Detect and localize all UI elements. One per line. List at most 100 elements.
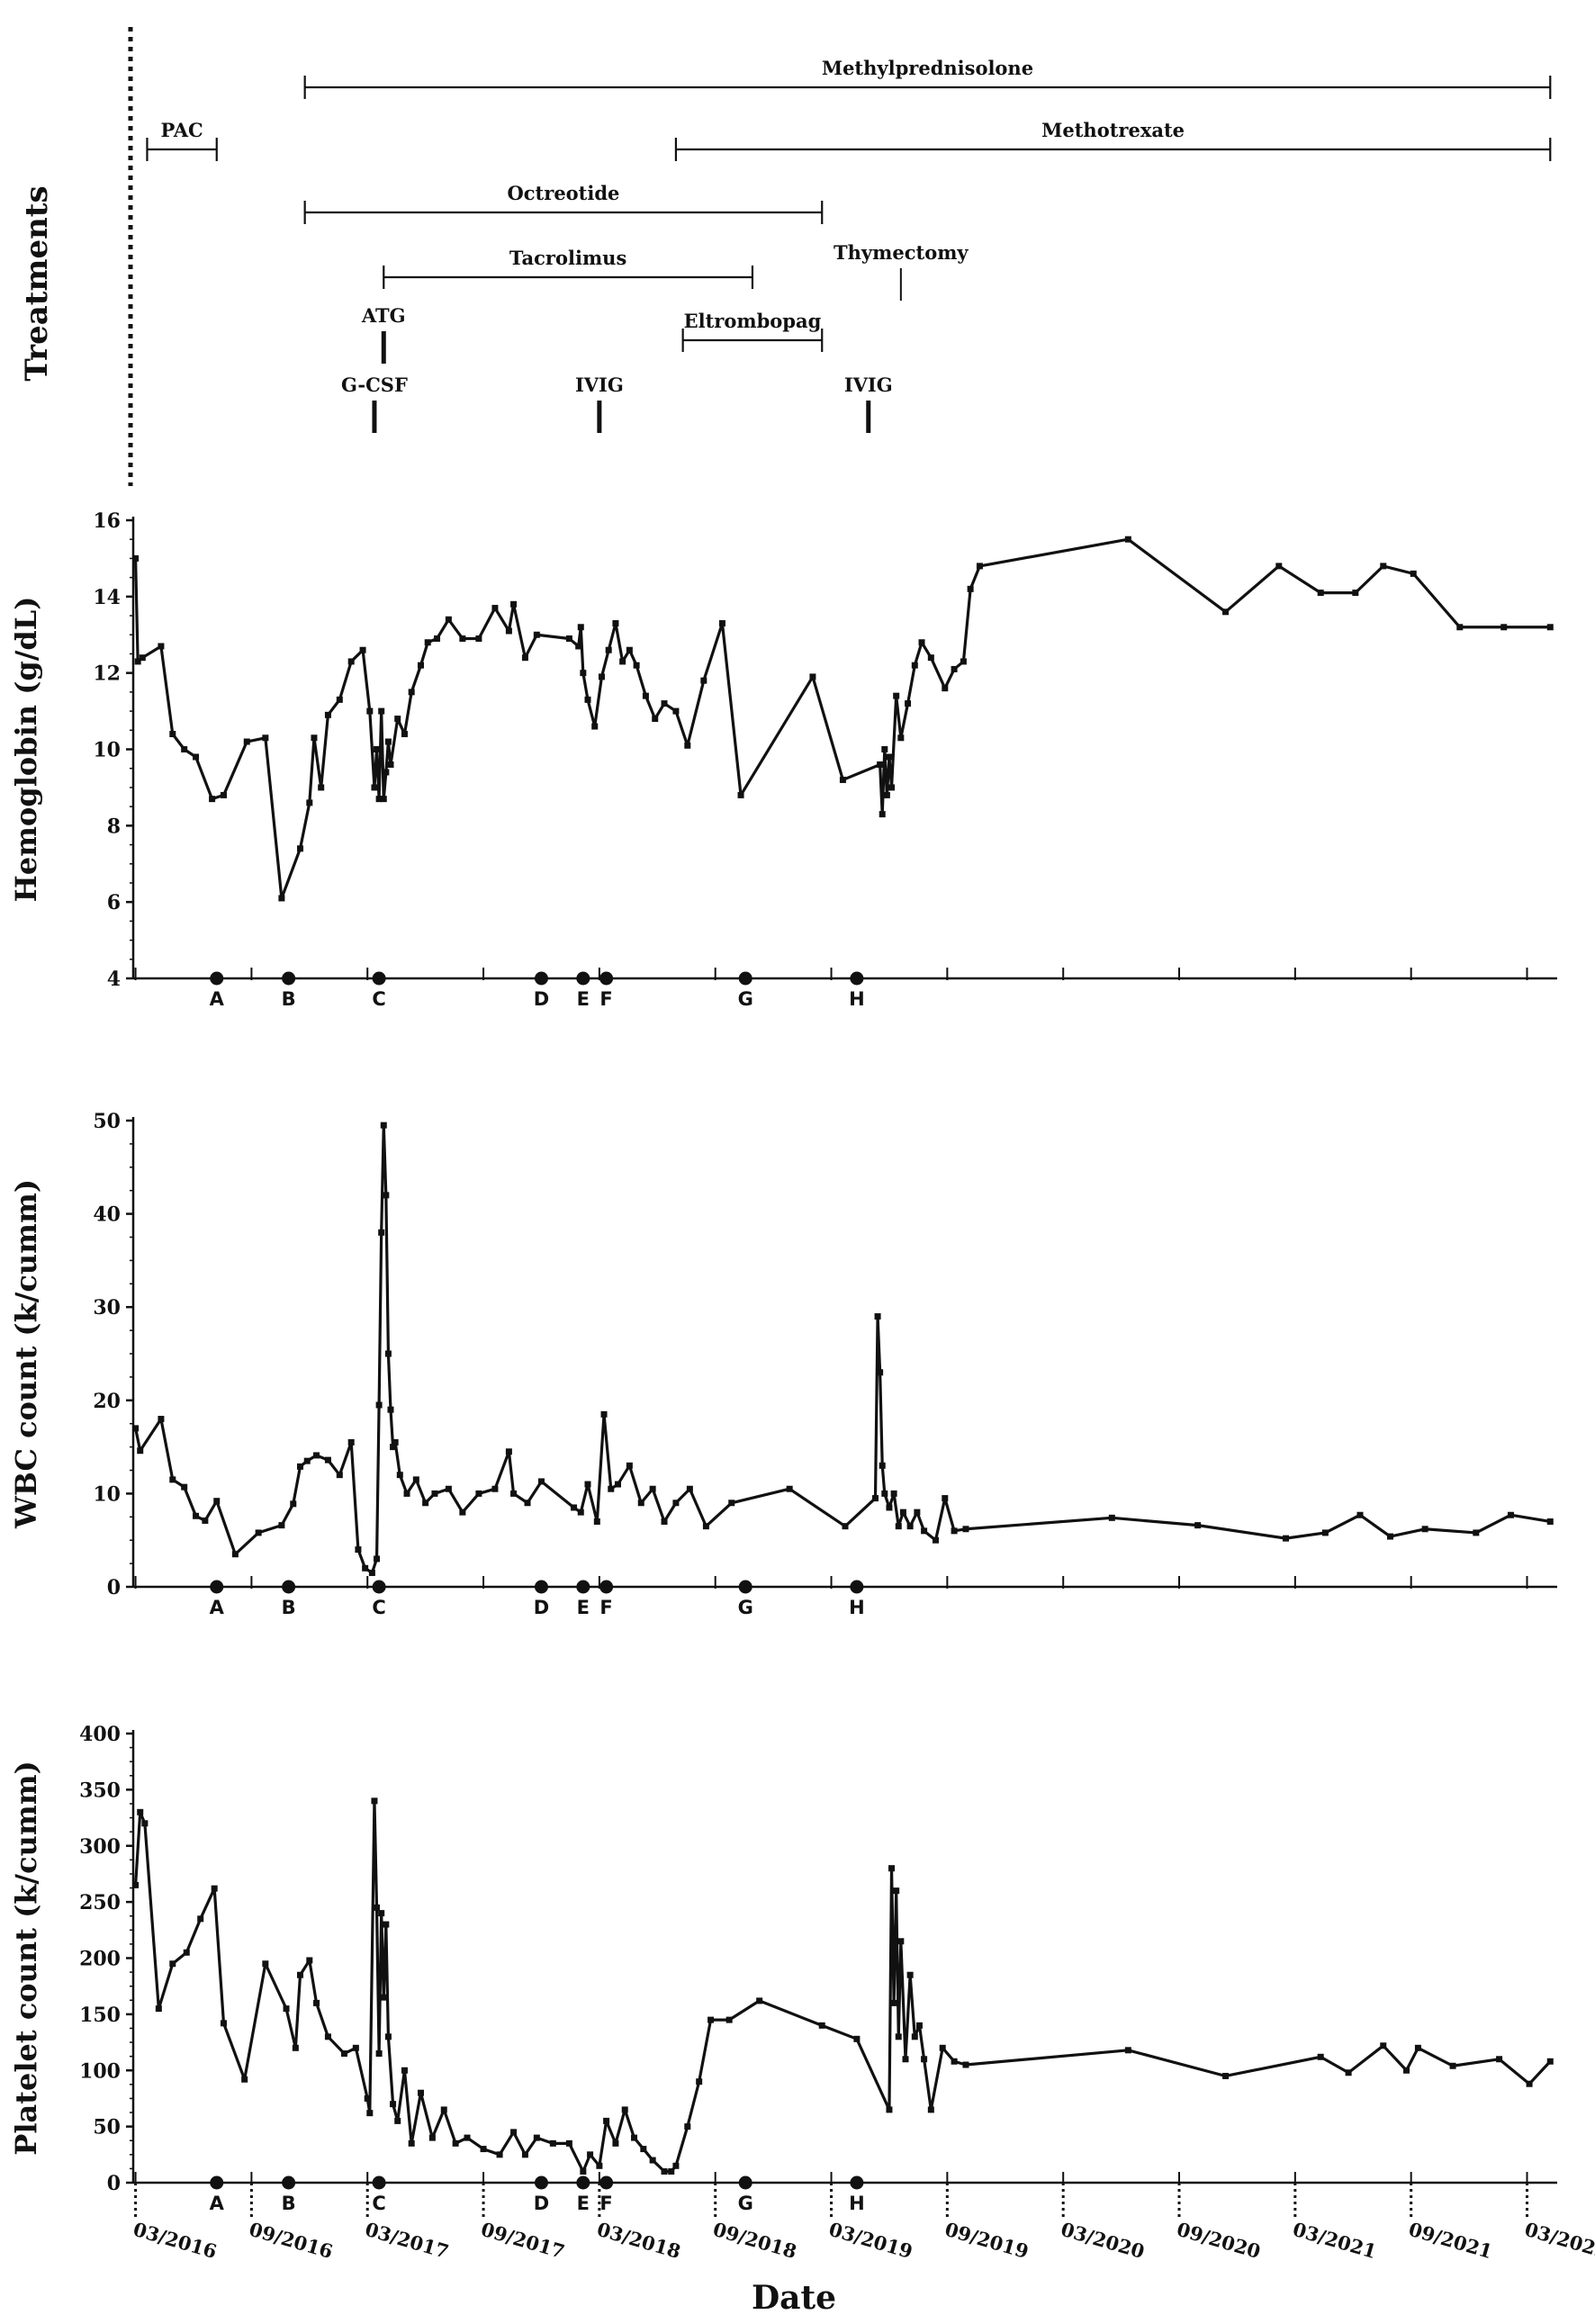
- data-point: [505, 1448, 512, 1455]
- data-point: [169, 1476, 176, 1483]
- data-point: [318, 784, 325, 791]
- date-tick-label: 03/2018: [595, 2218, 684, 2263]
- y-tick-label: 12: [93, 662, 121, 686]
- data-point: [475, 635, 482, 642]
- data-point: [422, 1500, 429, 1507]
- y-axis-title: WBC count (k/cumm): [9, 1179, 43, 1529]
- data-point: [626, 646, 633, 653]
- event-marker: [576, 2175, 590, 2190]
- data-point: [1222, 608, 1230, 616]
- data-point: [366, 707, 374, 715]
- data-point: [549, 2139, 556, 2147]
- data-point: [134, 658, 141, 665]
- data-point: [193, 1512, 200, 1519]
- data-point: [390, 2101, 397, 2108]
- data-point: [921, 1527, 928, 1535]
- data-point: [1352, 590, 1359, 597]
- treatments-panel: Treatments Methylprednisolone PAC Methotre…: [19, 27, 1552, 486]
- data-point: [209, 796, 216, 803]
- data-point: [593, 1518, 600, 1525]
- data-point: [640, 2146, 647, 2153]
- data-point: [262, 734, 269, 742]
- data-point: [1403, 2067, 1410, 2074]
- data-point: [283, 2005, 290, 2013]
- data-point: [897, 1938, 905, 1945]
- data-point: [633, 662, 640, 669]
- date-tick-label: 03/2016: [131, 2218, 220, 2263]
- data-point: [914, 1509, 921, 1516]
- data-point: [359, 646, 366, 653]
- data-point: [384, 2033, 392, 2040]
- data-point: [893, 692, 900, 699]
- data-point: [818, 2022, 825, 2029]
- date-tick-label: 09/2016: [247, 2218, 336, 2263]
- data-point: [383, 1192, 390, 1199]
- data-point: [951, 1527, 958, 1535]
- data-point: [132, 1881, 140, 1888]
- data-point: [661, 2168, 668, 2175]
- data-point: [510, 2129, 518, 2136]
- data-point: [137, 1447, 144, 1455]
- data-point: [565, 635, 572, 642]
- data-point: [306, 1957, 313, 1964]
- data-point: [417, 662, 424, 669]
- data-point: [371, 784, 378, 791]
- data-point: [390, 1444, 397, 1451]
- chart-panel: 4 6 8 10 12 14 16 Hemoglobin (g/dL) A B C D E F G H: [9, 509, 1557, 1010]
- data-point: [368, 1569, 375, 1576]
- data-point: [756, 1997, 763, 2004]
- data-point: [139, 654, 146, 662]
- data-point: [1194, 1522, 1202, 1529]
- data-point: [915, 2022, 923, 2029]
- data-point: [401, 731, 408, 738]
- data-point: [839, 776, 846, 783]
- data-point: [614, 1481, 621, 1488]
- data-point: [297, 845, 304, 852]
- event-marker: [372, 2175, 386, 2190]
- data-point: [661, 1518, 668, 1525]
- event-label: B: [282, 2193, 296, 2214]
- date-tick-label: 03/2022: [1522, 2218, 1595, 2263]
- data-point: [951, 2058, 958, 2065]
- y-tick-label: 200: [79, 1948, 121, 1971]
- data-point: [378, 707, 385, 715]
- data-point: [918, 639, 925, 646]
- data-point: [313, 1999, 320, 2006]
- data-point: [886, 753, 893, 761]
- series-line: [133, 1799, 1552, 2174]
- y-tick-label: 0: [107, 2172, 121, 2195]
- data-point: [392, 1438, 399, 1446]
- data-point: [1317, 2053, 1324, 2060]
- data-point: [879, 811, 886, 818]
- data-point: [1410, 570, 1417, 577]
- y-tick-label: 300: [79, 1835, 121, 1859]
- data-point: [899, 1509, 906, 1516]
- y-axis-title: Platelet count (k/cumm): [9, 1761, 43, 2155]
- data-point: [672, 1500, 680, 1507]
- data-point: [661, 700, 668, 707]
- data-point: [605, 646, 612, 653]
- event-marker: [534, 971, 548, 986]
- data-point: [181, 746, 188, 752]
- data-point: [962, 2061, 969, 2068]
- data-point: [637, 1500, 644, 1507]
- data-point: [255, 1529, 262, 1536]
- data-point: [231, 1551, 239, 1558]
- data-point: [1414, 2044, 1421, 2051]
- data-point: [464, 2134, 471, 2141]
- data-point: [383, 769, 390, 776]
- data-point: [879, 1462, 886, 1469]
- treatment-label: IVIG: [844, 374, 893, 396]
- event-marker: [534, 2175, 548, 2190]
- data-point: [169, 731, 176, 738]
- data-point: [445, 616, 452, 623]
- data-point: [1546, 624, 1554, 631]
- data-point: [874, 1313, 881, 1320]
- y-tick-label: 400: [79, 1723, 121, 1746]
- data-point: [303, 1457, 311, 1464]
- data-point: [297, 1463, 304, 1470]
- data-point: [962, 1526, 969, 1533]
- event-marker: [282, 971, 296, 986]
- data-point: [786, 1485, 793, 1492]
- data-point: [241, 2076, 248, 2083]
